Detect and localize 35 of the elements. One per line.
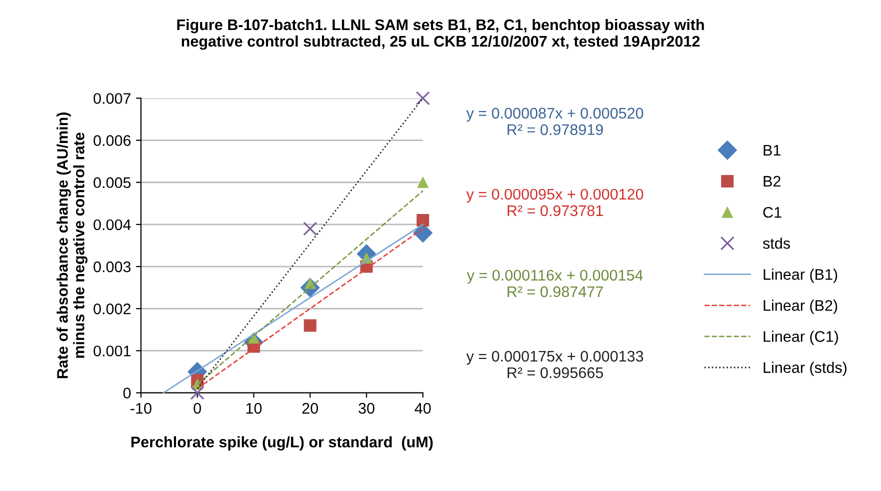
legend-label: Linear (B1) [764,268,838,283]
x-tick-label: -10 [130,402,152,414]
y-tick-label: 0.006 [94,135,131,146]
x-tick-label: 40 [414,402,431,414]
legend-label: Linear (B2) [764,300,838,314]
y-tick-label: 0.003 [94,261,131,272]
point [303,222,318,236]
x-tick-label: 30 [358,402,374,414]
point [190,386,204,400]
point [416,214,430,226]
x-tick-label: 0 [194,402,201,414]
legend-label: stds [762,238,790,249]
legend-label: Linear (C1) [764,330,838,345]
y-tick-label: 0.001 [94,346,130,356]
y-tick-label: 0.004 [94,219,131,230]
y-tick-label: 0.005 [94,177,131,188]
x-tick-label: 10 [246,402,262,414]
x-axis-title: Perchlorate spike (ug/L) or standard (uM) [131,436,433,451]
point [304,319,316,332]
x-tick-label: 20 [302,402,318,414]
legend-label: B2 [764,176,780,187]
point [416,91,430,106]
chart-title: Figure B-107-batch1. LLNL SAM sets B1, B2, C1, benchtop bioassay with negative control subtracted, 25 uL CKB 12/10/2007 xt, tested 19Apr2012 [177,18,704,50]
y-tick-label: 0.007 [94,93,130,104]
legend-label: C1 [763,206,782,218]
point [417,176,428,188]
y-tick-label: 0 [123,388,131,398]
text: y = 0.000087x + 0.000520 R² = 0.978919 [466,108,644,136]
legend-label: Linear (stds) [764,362,846,376]
y-axis-title: Rate of absorbance change (AU/min) minus the negative control rate [56,112,88,378]
text: y = 0.000175x + 0.000133 R² = 0.995665 [466,350,644,378]
y-tick-label: 0.002 [94,303,130,314]
text: y = 0.000116x + 0.000154 R² = 0.987477 [466,270,643,298]
text: y = 0.000095x + 0.000120 R² = 0.973781 [466,188,644,216]
legend-label: B1 [764,145,780,156]
